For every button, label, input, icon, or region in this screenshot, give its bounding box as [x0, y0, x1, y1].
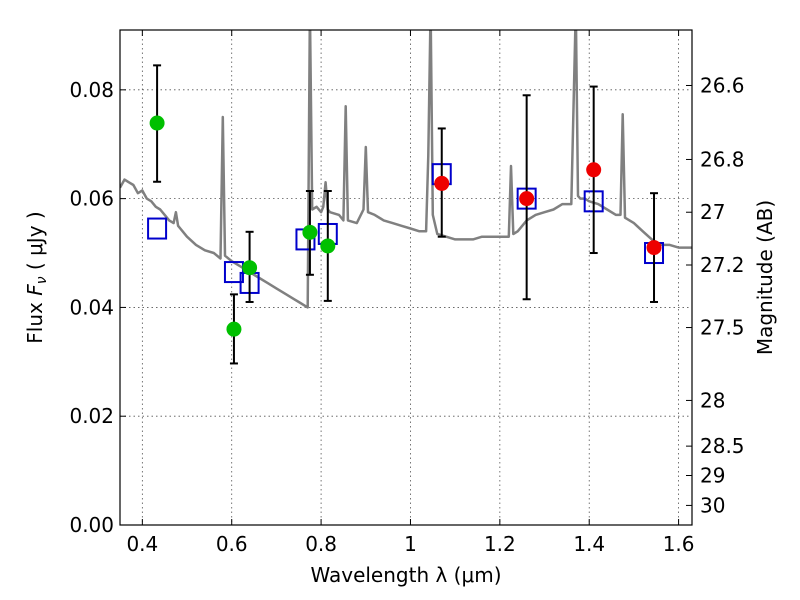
photometry-point [149, 115, 165, 131]
model-square-marker [147, 217, 168, 240]
y-tick-label: 0.02 [69, 404, 114, 428]
y-tick-label: 0.06 [69, 187, 114, 211]
x-tick-label: 1.6 [663, 532, 695, 556]
x-tick-label: 1 [404, 532, 417, 556]
y2-tick-label: 27.2 [700, 253, 745, 277]
y-tick-label: 0.00 [69, 513, 114, 537]
x-axis-label: Wavelength λ (μm) [310, 563, 501, 587]
axes-frame [119, 29, 693, 526]
y2-axis-label: Magnitude (AB) [753, 200, 777, 355]
y2-tick-label: 27 [700, 200, 725, 224]
photometry-point [434, 175, 450, 191]
photometry-point [519, 191, 535, 207]
y-tick-label: 0.04 [69, 295, 114, 319]
template-spectrum-line [120, 30, 692, 309]
ticks: 0.4 0.6 0.8 1 1.2 1.4 1.6 0.00 0.02 0.04 0.06 0.08 2… [69, 30, 745, 556]
y2-tick-label: 30 [700, 493, 725, 517]
x-tick-label: 0.4 [126, 532, 158, 556]
x-tick-label: 0.6 [216, 532, 248, 556]
x-tick-label: 1.2 [484, 532, 516, 556]
y2-tick-label: 27.5 [700, 316, 745, 340]
photometry-point [226, 321, 242, 337]
photometry-point [646, 240, 662, 256]
y2-tick-label: 28.5 [700, 434, 745, 458]
photometry-point [586, 162, 602, 178]
y2-tick-label: 26.8 [700, 147, 745, 171]
photometry-point [320, 238, 336, 254]
y2-tick-label: 26.6 [700, 73, 745, 97]
photometry-point [242, 260, 258, 276]
x-tick-label: 0.8 [305, 532, 337, 556]
y2-tick-label: 29 [700, 464, 725, 488]
photometry-point [302, 224, 318, 240]
y-tick-label: 0.08 [69, 78, 114, 102]
y2-tick-label: 28 [700, 388, 725, 412]
plot-area [120, 30, 692, 365]
y-axis-label: Flux Fν ( μJy ) [23, 211, 50, 343]
x-tick-label: 1.4 [573, 532, 605, 556]
grid [120, 30, 692, 526]
